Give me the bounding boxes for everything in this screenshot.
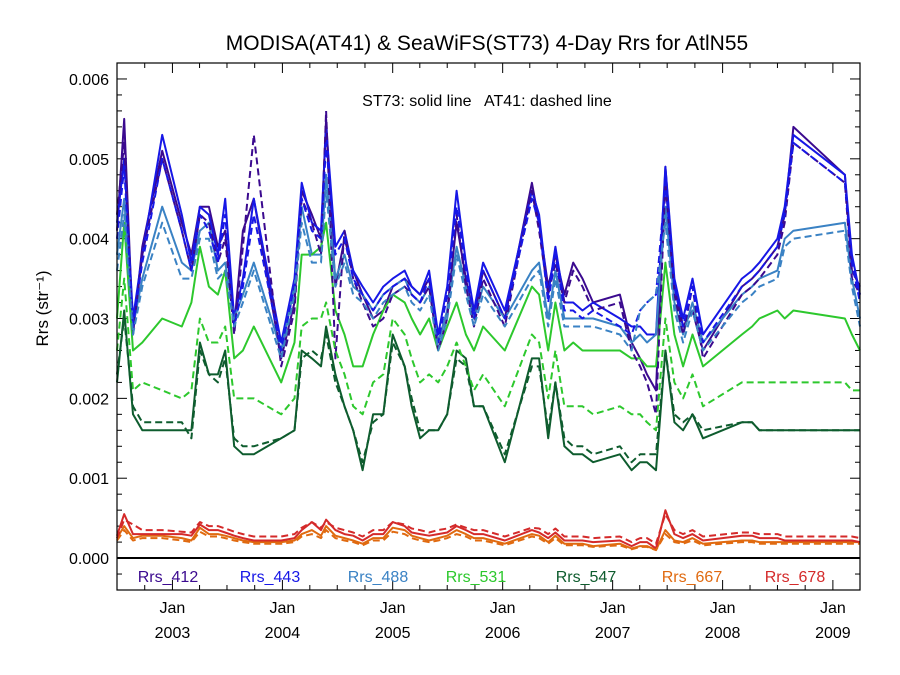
y-tick-label: 0.004 bbox=[69, 232, 109, 249]
x-tick-month: Jan bbox=[490, 600, 516, 617]
chart-annotation: ST73: solid line AT41: dashed line bbox=[362, 93, 612, 110]
series-line-st73-3 bbox=[116, 221, 861, 384]
series-line-at41-8 bbox=[116, 141, 861, 352]
y-tick-label: 0.005 bbox=[69, 152, 109, 169]
series-line-at41-11 bbox=[116, 317, 860, 464]
legend-label-rrs-488: Rrs_488 bbox=[348, 569, 409, 586]
x-tick-year: 2005 bbox=[375, 625, 411, 642]
x-tick-year: 2008 bbox=[705, 625, 741, 642]
y-axis: 0.000 0.001 0.002 0.003 0.004 0.005 0.006 bbox=[69, 62, 860, 591]
y-tick-label: 0.006 bbox=[69, 72, 109, 89]
series-line-at41-12 bbox=[116, 529, 860, 552]
x-tick-month: Jan bbox=[380, 600, 406, 617]
x-tick-year: 2003 bbox=[155, 625, 191, 642]
x-tick-year: 2009 bbox=[815, 625, 851, 642]
series-line-st73-6 bbox=[116, 509, 861, 550]
series-lines bbox=[116, 109, 861, 552]
y-tick-label: 0.001 bbox=[69, 471, 109, 488]
x-axis: Jan 2003 Jan 2004 Jan 2005 Jan 2006 Jan 2007 Jan 20… bbox=[144, 63, 851, 642]
x-tick-month: Jan bbox=[600, 600, 626, 617]
legend-label-rrs-531: Rrs_531 bbox=[446, 569, 507, 586]
x-tick-month: Jan bbox=[160, 600, 186, 617]
series-line-st73-5 bbox=[116, 525, 860, 552]
chart-title: MODISA(AT41) & SeaWiFS(ST73) 4-Day Rrs f… bbox=[226, 32, 748, 55]
legend-label-rrs-443: Rrs_443 bbox=[240, 569, 301, 586]
x-tick-month: Jan bbox=[270, 600, 296, 617]
legend-label-rrs-412: Rrs_412 bbox=[138, 569, 199, 586]
y-tick-label: 0.000 bbox=[69, 551, 109, 568]
x-tick-year: 2007 bbox=[595, 625, 631, 642]
legend-label-rrs-667: Rrs_667 bbox=[662, 569, 723, 586]
series-line-at41-10 bbox=[116, 277, 860, 432]
x-tick-month: Jan bbox=[820, 600, 846, 617]
series-line-at41-9 bbox=[116, 189, 861, 360]
legend: Rrs_412 Rrs_443 Rrs_488 Rrs_531 Rrs_547 Rrs_6… bbox=[138, 569, 826, 586]
y-tick-label: 0.002 bbox=[69, 391, 109, 408]
series-line-at41-7 bbox=[116, 109, 861, 416]
series-line-at41-13 bbox=[116, 513, 861, 545]
y-axis-label: Rrs (str⁻¹) bbox=[33, 270, 52, 346]
series-line-st73-4 bbox=[116, 309, 860, 472]
legend-label-rrs-678: Rrs_678 bbox=[765, 569, 826, 586]
legend-label-rrs-547: Rrs_547 bbox=[556, 569, 617, 586]
y-tick-label: 0.003 bbox=[69, 312, 109, 329]
x-tick-year: 2006 bbox=[485, 625, 521, 642]
x-tick-month: Jan bbox=[710, 600, 736, 617]
x-tick-year: 2004 bbox=[265, 625, 301, 642]
plot-frame bbox=[116, 62, 861, 591]
